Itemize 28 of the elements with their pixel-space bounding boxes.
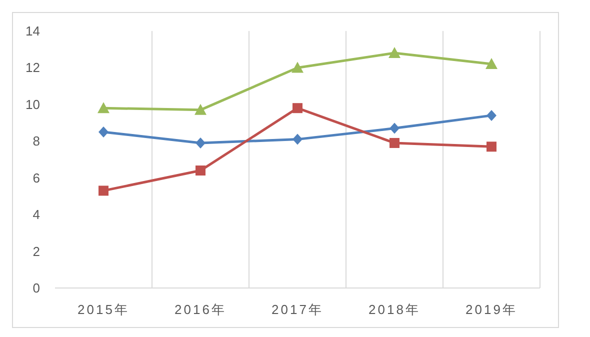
y-tick-label: 4 (32, 207, 40, 222)
point (388, 47, 400, 58)
y-tick-label: 8 (32, 134, 40, 149)
point (390, 122, 400, 134)
point (486, 58, 498, 70)
y-tick-label: 2 (32, 244, 40, 259)
point (196, 166, 206, 176)
x-tick-label: 2019年 (466, 302, 518, 317)
y-tick-label: 14 (26, 24, 40, 38)
point (292, 62, 304, 73)
point (98, 102, 110, 114)
point (196, 137, 206, 148)
y-tick-label: 10 (26, 96, 40, 112)
point (98, 186, 108, 196)
y-tick-label: 6 (32, 170, 40, 186)
y-tick-label: 12 (26, 60, 40, 76)
point (486, 110, 496, 121)
x-tick-label: 2018年 (368, 302, 420, 317)
point (194, 104, 206, 115)
x-tick-label: 2016年 (174, 302, 226, 317)
point (486, 142, 496, 152)
point (292, 103, 302, 114)
x-tick-label: 2017年 (272, 302, 324, 317)
y-tick-label: 0 (32, 280, 40, 296)
point (98, 126, 108, 138)
point (390, 138, 400, 148)
point (292, 134, 302, 145)
x-tick-label: 2015年 (78, 302, 130, 317)
